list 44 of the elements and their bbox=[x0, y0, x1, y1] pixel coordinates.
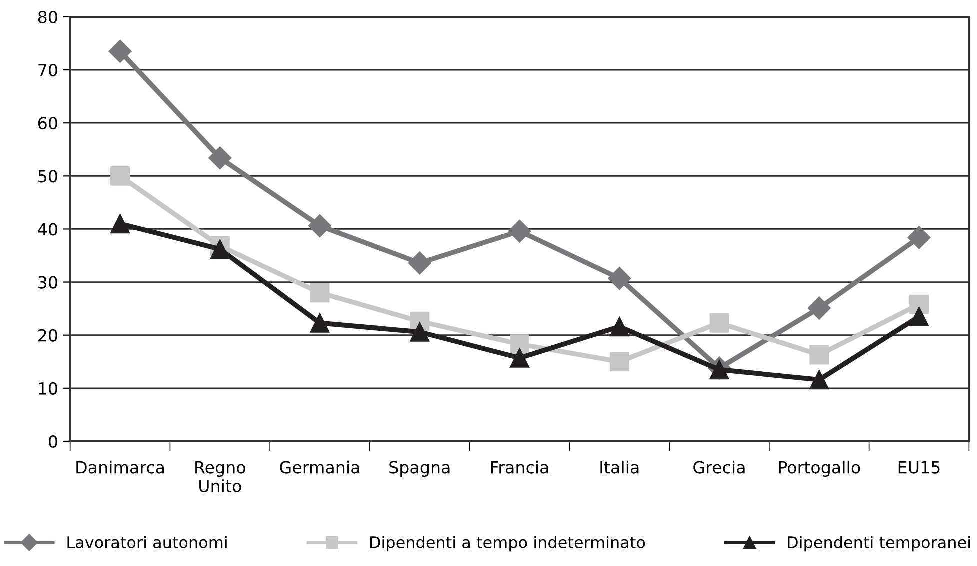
y-tick-label: 0 bbox=[49, 435, 58, 448]
point bbox=[510, 348, 530, 368]
legend-label: Dipendenti temporanei bbox=[788, 536, 970, 552]
x-tick-label: EU15 bbox=[898, 461, 940, 474]
point bbox=[410, 322, 430, 342]
y-tick-label: 80 bbox=[38, 10, 58, 24]
point bbox=[110, 166, 130, 186]
point bbox=[910, 294, 929, 314]
point bbox=[308, 214, 332, 238]
x-tick-label: Francia bbox=[491, 460, 548, 474]
point bbox=[608, 267, 632, 290]
x-tick-label: Italia bbox=[600, 460, 639, 474]
point bbox=[310, 313, 330, 333]
point bbox=[710, 313, 730, 333]
y-tick-label: 70 bbox=[38, 64, 58, 77]
point bbox=[610, 317, 630, 337]
x-tick-label: Grecia bbox=[694, 460, 745, 474]
y-tick-label: 40 bbox=[38, 223, 58, 236]
legend-label: Lavoratori autonomi bbox=[68, 536, 227, 549]
point bbox=[908, 226, 931, 250]
point bbox=[810, 370, 830, 390]
point bbox=[810, 345, 830, 365]
y-tick-label: 50 bbox=[38, 170, 58, 183]
x-tick-label: Regno Unito bbox=[196, 461, 246, 492]
point bbox=[110, 214, 130, 234]
x-tick-label: Spagna bbox=[390, 461, 450, 478]
y-tick-label: 10 bbox=[39, 382, 58, 395]
point bbox=[108, 40, 132, 63]
x-tick-label: Danimarca bbox=[76, 460, 164, 474]
point bbox=[910, 307, 929, 327]
point bbox=[508, 220, 532, 243]
y-tick-label: 20 bbox=[38, 329, 58, 342]
point bbox=[808, 296, 831, 320]
legend-label: Dipendenti a tempo indeterminato bbox=[370, 536, 646, 552]
y-tick-label: 60 bbox=[38, 117, 58, 130]
x-tick-label: Germania bbox=[280, 460, 360, 474]
y-tick-label: 30 bbox=[38, 276, 58, 289]
point bbox=[208, 146, 232, 170]
point bbox=[408, 252, 432, 275]
point bbox=[310, 283, 330, 303]
point bbox=[210, 240, 230, 260]
x-tick-label: Portogallo bbox=[779, 460, 860, 478]
point bbox=[510, 334, 530, 354]
point bbox=[610, 352, 630, 372]
